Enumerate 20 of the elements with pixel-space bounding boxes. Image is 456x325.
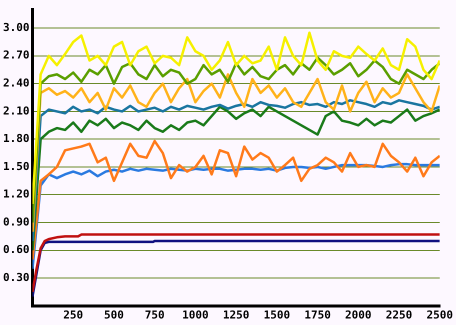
y-tick-label: 1.80 [2,132,30,146]
y-tick-label: 0.90 [2,215,30,228]
x-tick-label: 2000 [345,308,372,322]
x-tick-label: 250 [63,308,84,322]
x-tick-label: 750 [144,308,165,322]
x-tick-label: 2250 [386,308,412,322]
y-tick-label: 2.70 [2,48,30,62]
y-tick-label: 0.30 [2,270,30,284]
x-tick-label: 500 [104,308,124,322]
x-tick-label: 1750 [304,308,331,322]
x-tick-label: 2500 [426,308,454,322]
y-tick-label: 0.60 [2,243,30,256]
y-tick-label: 3.00 [2,20,30,34]
y-tick-label: 1.50 [2,160,30,173]
y-tick-label: 2.40 [2,76,30,90]
x-tick-label: 1250 [222,308,250,322]
y-tick-label: 1.20 [2,188,30,201]
x-tick-label: 1500 [264,308,290,322]
x-tick-label: 1000 [182,308,209,322]
y-tick-label: 2.10 [2,104,30,118]
